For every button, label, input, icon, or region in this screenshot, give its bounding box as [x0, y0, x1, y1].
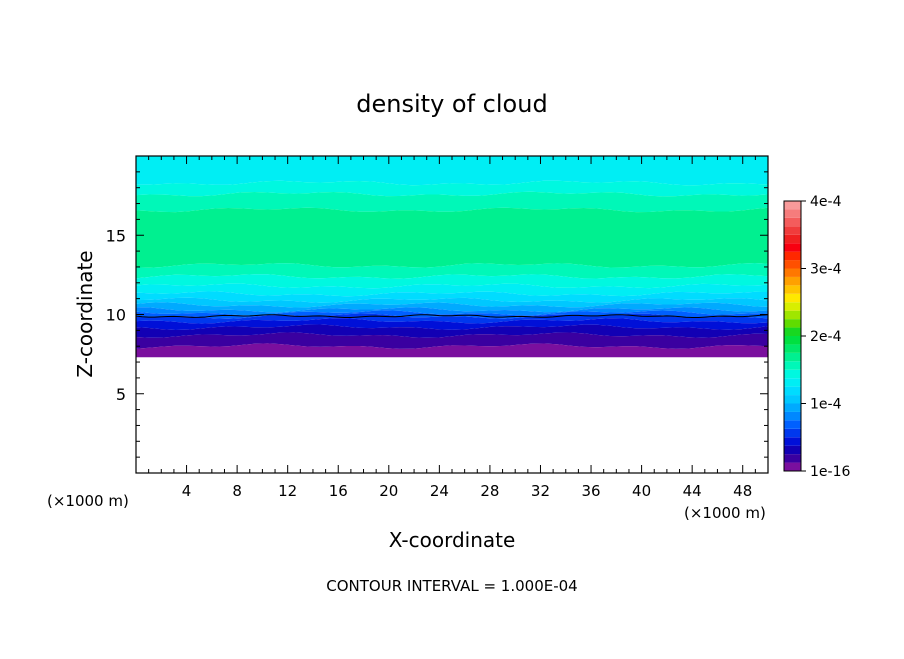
- x-tick-label: 28: [480, 482, 499, 500]
- colorbar-swatch: [784, 209, 801, 218]
- colorbar-swatch: [784, 201, 801, 210]
- x-tick-label: 4: [182, 482, 192, 500]
- contour-band: [136, 302, 768, 313]
- colorbar-swatch: [784, 386, 801, 396]
- colorbar-swatch: [784, 310, 801, 320]
- x-unit-right: (×1000 m): [684, 504, 766, 522]
- colorbar-tick-label: 3e-4: [810, 262, 842, 278]
- x-tick-label: 44: [683, 482, 702, 500]
- colorbar-swatch: [784, 378, 801, 387]
- colorbar-swatch: [784, 361, 801, 370]
- colorbar-swatch: [784, 226, 801, 235]
- colorbar-swatch: [784, 336, 801, 345]
- colorbar-swatch: [784, 352, 801, 362]
- y-tick-label: 5: [116, 385, 126, 404]
- x-tick-label: 12: [278, 482, 297, 500]
- x-tick-label: 8: [232, 482, 242, 500]
- contour-band: [136, 310, 768, 319]
- colorbar-swatch: [784, 302, 801, 311]
- x-axis: 4 8 12 16 20 24 28 32 36 40 44 48: [148, 156, 756, 500]
- contour-band: [136, 180, 768, 197]
- colorbar-swatch: [784, 420, 801, 429]
- colorbar-tick-label: 1e-16: [810, 464, 850, 480]
- x-unit-left: (×1000 m): [47, 492, 129, 510]
- y-tick-label: 15: [106, 226, 126, 245]
- x-tick-label: 16: [329, 482, 348, 500]
- x-tick-label: 20: [379, 482, 398, 500]
- contour-band: [136, 297, 768, 308]
- colorbar-swatch: [784, 285, 801, 294]
- contour-band: [136, 263, 768, 279]
- contour-band: [136, 207, 768, 268]
- colorbar-swatch: [784, 327, 801, 336]
- contour-interval-footer: CONTOUR INTERVAL = 1.000E-04: [326, 577, 577, 595]
- contour-band: [136, 274, 768, 289]
- colorbar-swatch: [784, 411, 801, 421]
- contour-band: [136, 343, 768, 358]
- colorbar-swatch: [784, 462, 801, 471]
- chart-title: density of cloud: [356, 90, 547, 118]
- colorbar-swatch: [784, 403, 801, 412]
- colorbar-swatch: [784, 445, 801, 455]
- colorbar-swatch: [784, 293, 801, 303]
- colorbar-swatch: [784, 395, 801, 404]
- colorbar-swatch: [784, 319, 801, 328]
- colorbar-swatch: [784, 251, 801, 261]
- colorbar-swatch: [784, 260, 801, 269]
- x-tick-label: 48: [733, 482, 752, 500]
- contour-band: [136, 283, 768, 297]
- colorbar-tick-label: 4e-4: [810, 194, 842, 210]
- x-tick-label: 24: [430, 482, 449, 500]
- x-axis-label: X-coordinate: [389, 528, 516, 552]
- colorbar-swatch: [784, 268, 801, 277]
- colorbar-swatch: [784, 234, 801, 244]
- colorbar-swatch: [784, 428, 801, 438]
- colorbar-swatch: [784, 344, 801, 353]
- x-tick-label: 36: [581, 482, 600, 500]
- colorbar-swatch: [784, 454, 801, 463]
- contour-band: [136, 318, 768, 330]
- plot-area: [135, 155, 769, 474]
- colorbar-swatch: [784, 243, 801, 252]
- y-axis-label: Z-coordinate: [73, 250, 97, 377]
- x-tick-label: 32: [531, 482, 550, 500]
- colorbar-tick-label: 2e-4: [810, 329, 842, 345]
- colorbar-swatch: [784, 437, 801, 446]
- colorbar-swatch: [784, 276, 801, 286]
- contour-band: [136, 307, 768, 316]
- x-tick-label: 40: [632, 482, 651, 500]
- contour-band: [136, 332, 768, 349]
- y-axis: 5 10 15: [106, 171, 768, 458]
- colorbar-swatch: [784, 369, 801, 379]
- contour-band: [136, 156, 768, 186]
- contour-line: [135, 314, 769, 318]
- y-tick-label: 10: [106, 306, 126, 325]
- contour-band: [136, 324, 768, 338]
- colorbar-tick-label: 1e-4: [810, 397, 842, 413]
- contour-band: [136, 291, 768, 303]
- colorbar-swatch: [784, 217, 801, 227]
- contour-band: [136, 191, 768, 213]
- colorbar: 1e-16 1e-4 2e-4 3e-4 4e-4: [783, 194, 850, 480]
